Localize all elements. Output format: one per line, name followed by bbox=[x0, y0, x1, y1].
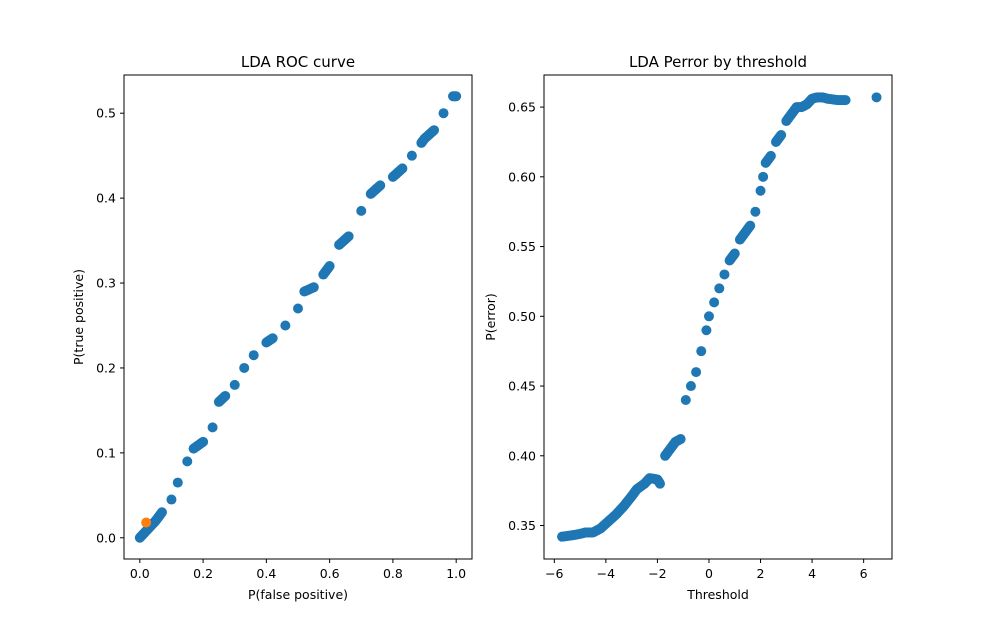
x-tick-label: 0.0 bbox=[130, 566, 150, 581]
data-point bbox=[375, 180, 386, 191]
data-point bbox=[750, 206, 761, 217]
data-point bbox=[356, 205, 367, 216]
y-tick-label: 0.65 bbox=[508, 100, 536, 115]
perror-chart-points bbox=[557, 92, 882, 542]
y-tick-label: 0.45 bbox=[508, 379, 536, 394]
perror-chart-title: LDA Perror by threshold bbox=[629, 53, 807, 71]
data-point bbox=[758, 171, 769, 182]
y-tick-label: 0.2 bbox=[96, 360, 116, 375]
x-tick-label: −6 bbox=[545, 566, 563, 581]
y-tick-label: 0.3 bbox=[96, 276, 116, 291]
data-point bbox=[703, 311, 714, 322]
data-point bbox=[406, 150, 417, 161]
x-tick-label: 0.6 bbox=[320, 566, 340, 581]
data-point bbox=[745, 220, 756, 231]
roc-chart: LDA ROC curve 0.0 0.2 0.4 0.6 0.8 1.00.00.10.… bbox=[71, 53, 473, 602]
data-point bbox=[709, 297, 720, 308]
data-point bbox=[729, 248, 740, 259]
y-tick-label: 0.4 bbox=[96, 191, 116, 206]
x-tick-label: 6 bbox=[860, 566, 868, 581]
y-tick-label: 0.5 bbox=[96, 106, 116, 121]
x-tick-label: 0 bbox=[705, 566, 713, 581]
data-point bbox=[776, 129, 787, 140]
y-tick-label: 0.1 bbox=[96, 445, 116, 460]
data-point bbox=[680, 394, 691, 405]
data-point bbox=[280, 320, 291, 331]
perror-chart-frame bbox=[543, 74, 893, 560]
data-point bbox=[685, 381, 696, 392]
roc-x-axis-label: P(false positive) bbox=[248, 587, 348, 602]
data-point bbox=[397, 163, 408, 174]
roc-chart-points bbox=[134, 91, 462, 543]
data-point bbox=[267, 333, 278, 344]
data-point bbox=[182, 456, 193, 467]
data-point bbox=[198, 436, 209, 447]
x-tick-label: 1.0 bbox=[446, 566, 466, 581]
roc-chart-frame bbox=[123, 74, 473, 560]
data-point bbox=[765, 150, 776, 161]
perror-chart-ticks: −6 −4 −2 0 2 4 6 0.35 0.40 0.45 0.50 0.55 0.60 0.65 bbox=[508, 100, 868, 581]
roc-y-axis-label: P(true positive) bbox=[71, 269, 86, 365]
x-tick-label: −2 bbox=[648, 566, 666, 581]
data-point bbox=[719, 269, 730, 280]
x-tick-label: 0.4 bbox=[256, 566, 276, 581]
data-point bbox=[308, 282, 319, 293]
data-point bbox=[438, 108, 449, 119]
data-point bbox=[429, 125, 440, 136]
y-tick-label: 0.0 bbox=[96, 530, 116, 545]
x-tick-label: −4 bbox=[597, 566, 615, 581]
x-tick-label: 0.2 bbox=[193, 566, 213, 581]
y-tick-label: 0.35 bbox=[508, 518, 536, 533]
data-point bbox=[840, 95, 851, 106]
data-point bbox=[239, 362, 250, 373]
data-point bbox=[248, 350, 259, 361]
data-point bbox=[220, 390, 231, 401]
data-point bbox=[207, 422, 218, 433]
perror-x-axis-label: Threshold bbox=[686, 587, 749, 602]
x-tick-label: 2 bbox=[757, 566, 765, 581]
roc-chart-ticks: 0.0 0.2 0.4 0.6 0.8 1.0 0.0 0.1 0.2 0.3 0.4 0.5 bbox=[96, 106, 466, 581]
data-point bbox=[451, 91, 462, 102]
data-point bbox=[714, 283, 725, 294]
x-tick-label: 4 bbox=[808, 566, 816, 581]
data-point bbox=[324, 261, 335, 272]
y-tick-label: 0.50 bbox=[508, 309, 536, 324]
perror-chart: LDA Perror by threshold −6 −4 −2 0 2 4 6 0.35 0.… bbox=[483, 53, 893, 602]
data-point bbox=[172, 477, 183, 488]
data-point bbox=[696, 346, 707, 357]
data-point bbox=[166, 494, 177, 505]
data-point bbox=[691, 367, 702, 378]
highlight-point bbox=[141, 517, 152, 528]
data-point bbox=[343, 231, 354, 242]
data-point bbox=[293, 303, 303, 314]
y-tick-label: 0.55 bbox=[508, 239, 536, 254]
data-point bbox=[156, 507, 167, 518]
x-tick-label: 0.8 bbox=[383, 566, 403, 581]
y-tick-label: 0.40 bbox=[508, 448, 536, 463]
data-point bbox=[755, 185, 766, 196]
roc-chart-title: LDA ROC curve bbox=[241, 53, 355, 71]
perror-y-axis-label: P(error) bbox=[483, 293, 498, 341]
data-point bbox=[229, 379, 240, 390]
data-point bbox=[701, 325, 712, 336]
data-point bbox=[871, 92, 882, 103]
data-point bbox=[675, 434, 686, 445]
y-tick-label: 0.60 bbox=[508, 169, 536, 184]
data-point bbox=[655, 478, 665, 489]
